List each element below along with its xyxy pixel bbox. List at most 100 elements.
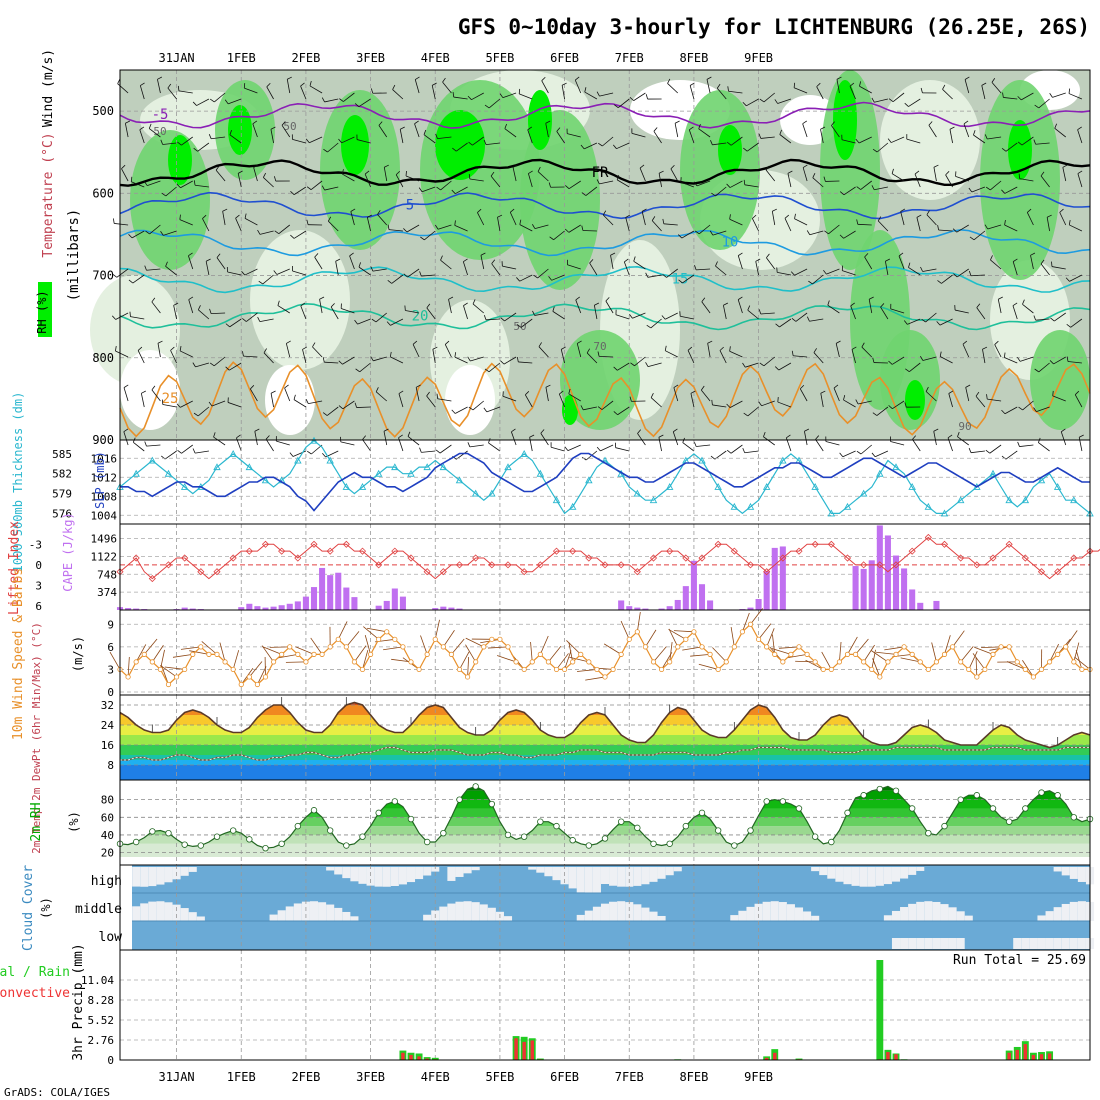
cloud-middle-block	[318, 902, 327, 921]
cloud-high-block	[406, 867, 416, 883]
wind-speed-marker	[634, 629, 640, 635]
lifted-index-marker	[908, 547, 916, 555]
wind-barb-flag	[664, 345, 667, 351]
wind-barb	[729, 350, 743, 358]
wind-barb-flag	[125, 120, 131, 124]
wind-barb	[855, 638, 869, 655]
wind-tick-label: 3	[107, 663, 114, 676]
wind-speed-marker	[820, 666, 826, 673]
rh-marker	[246, 836, 253, 843]
wind-barb	[668, 628, 679, 648]
wind-barb	[975, 656, 978, 677]
wind-barb	[222, 211, 226, 226]
wind-barb	[359, 362, 371, 373]
rh-marker	[795, 805, 803, 812]
wind-barb-flag	[986, 394, 988, 400]
wind-barb-flag	[258, 280, 264, 285]
wind-barb	[567, 133, 581, 138]
wind-barb	[766, 257, 776, 270]
rh-marker	[165, 829, 172, 837]
wind-barb	[362, 650, 369, 670]
wind-barb	[972, 653, 986, 670]
wind-barb-flag	[908, 262, 911, 268]
wind-barb	[847, 636, 858, 655]
wind-barb	[160, 665, 177, 678]
rh-tick-label: 60	[101, 811, 114, 824]
wind-speed-marker	[287, 644, 293, 650]
wind-barb-flag	[856, 186, 861, 190]
wind-barb	[698, 663, 719, 670]
wind-barb-flag	[389, 351, 392, 357]
cape-bar	[343, 587, 350, 610]
wind-barb-flag	[752, 214, 757, 219]
wind-barb-flag	[202, 214, 207, 219]
rh-marker	[375, 809, 382, 817]
rh-saturated-region	[562, 395, 578, 425]
wind-barb-flag	[912, 435, 917, 440]
wind-barb	[139, 129, 145, 144]
rh-marker	[440, 829, 447, 837]
wind-barb-flag	[412, 340, 418, 345]
wind-barb	[779, 318, 792, 328]
cloud-layer-label: high	[91, 874, 122, 889]
cloud-high-block	[156, 867, 165, 885]
wind-barb-flag	[794, 213, 796, 219]
wind-speed-marker	[537, 651, 543, 657]
wind-barb	[467, 656, 470, 677]
wind-speed-marker	[788, 651, 794, 657]
cloud-middle-block	[641, 907, 650, 921]
wind-barb-flag	[981, 82, 987, 86]
rh-very-dry-region	[120, 350, 180, 430]
precip-convective-bar	[530, 1040, 534, 1060]
thickness-marker	[1037, 476, 1046, 484]
wind-speed-marker	[351, 659, 358, 665]
wind-barb-flag	[527, 126, 533, 131]
wind-barb	[213, 436, 226, 446]
cloud-middle-block	[423, 914, 432, 921]
wind-barb-flag	[442, 77, 446, 83]
wind-barb-flag	[528, 170, 533, 174]
wind-barb	[583, 406, 597, 411]
wind-barb-flag	[314, 253, 319, 258]
wind-barb	[584, 91, 598, 100]
wind-barb	[669, 642, 673, 662]
wind-barb	[462, 261, 468, 276]
wind-barb-flag	[984, 134, 988, 140]
wind-barb-flag	[888, 405, 893, 409]
temperature-contour	[119, 265, 1091, 294]
wind-barb-flag	[823, 176, 826, 182]
wind-barb	[395, 174, 404, 188]
wind-barb	[196, 98, 210, 106]
wind-barb-flag	[727, 86, 729, 92]
wind-barb	[990, 180, 1002, 191]
rh-marker	[213, 833, 221, 840]
wind-barb	[377, 214, 388, 226]
dewpoint-dashes	[120, 747, 1090, 761]
cape-bar	[440, 606, 447, 610]
date-label-bottom: 2FEB	[291, 1070, 320, 1084]
wind-barb	[637, 433, 646, 446]
wind-barb	[965, 387, 970, 402]
wind-barb	[295, 646, 315, 655]
wind-barb	[907, 318, 921, 325]
wind-barb	[497, 217, 501, 232]
wind-barb	[548, 646, 562, 663]
cloud-high-block	[148, 867, 157, 887]
slp-tick-label: 1012	[91, 471, 118, 484]
wind-barb	[300, 305, 307, 320]
wind-barb	[585, 186, 598, 196]
wind-barb-flag	[519, 219, 522, 225]
cloud-middle-block	[754, 903, 763, 921]
wind-barb-flag	[392, 84, 396, 90]
wind-barb-flag	[548, 182, 551, 188]
cape-bar	[755, 599, 762, 610]
lifted-index-marker	[229, 554, 237, 562]
wind-barb	[860, 180, 872, 190]
rh-marker	[262, 844, 269, 852]
cloud-middle-block	[883, 915, 892, 921]
wind-barb	[763, 436, 775, 446]
wind-barb-flag	[689, 82, 695, 86]
wind-barb-flag	[516, 356, 519, 362]
wind-barb	[292, 270, 307, 276]
slp-tick-label: 1016	[91, 452, 118, 465]
